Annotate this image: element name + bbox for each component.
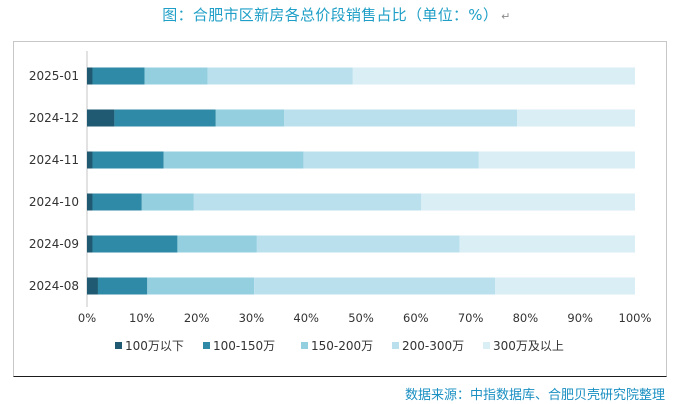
x-tick-label: 50% [348, 311, 374, 325]
bar-segment-3 [163, 151, 304, 169]
bar-segment-5 [352, 67, 635, 85]
x-tick-label: 80% [513, 311, 539, 325]
x-tick-label: 10% [129, 311, 155, 325]
x-tick-label: 60% [403, 311, 429, 325]
x-tick-label: 70% [458, 311, 484, 325]
x-tick-label: 30% [239, 311, 265, 325]
paragraph-mark-icon: ↵ [501, 10, 511, 23]
legend-label: 100万以下 [125, 339, 184, 353]
category-label: 2024-12 [29, 111, 79, 125]
bar-segment-5 [478, 151, 635, 169]
x-tick-label: 40% [293, 311, 319, 325]
category-label: 2024-10 [29, 195, 79, 209]
legend-label: 200-300万 [402, 339, 464, 353]
category-label: 2024-11 [29, 153, 79, 167]
bar-segment-4 [254, 277, 496, 295]
source-note: 数据来源：中指数据库、合肥贝壳研究院整理 [404, 388, 665, 403]
bar-segment-1 [87, 277, 98, 295]
bar-segment-1 [87, 109, 115, 127]
legend-swatch [301, 342, 308, 349]
bar-segment-3 [147, 277, 255, 295]
bar-segment-5 [421, 193, 635, 211]
legend-label: 300万及以上 [493, 339, 564, 353]
bar-segment-4 [284, 109, 518, 127]
bar-segment-1 [87, 235, 93, 253]
bar-segment-3 [144, 67, 208, 85]
bar-segment-2 [92, 151, 164, 169]
bar-segment-1 [87, 151, 93, 169]
legend-label: 100-150万 [213, 339, 275, 353]
bar-segment-4 [256, 235, 460, 253]
category-label: 2025-01 [29, 69, 79, 83]
bar-segment-4 [303, 151, 479, 169]
bar-segment-3 [177, 235, 257, 253]
category-label: 2024-08 [29, 279, 79, 293]
legend-swatch [483, 342, 490, 349]
bar-segment-2 [114, 109, 216, 127]
bar-segment-3 [141, 193, 194, 211]
bar-segment-4 [193, 193, 422, 211]
stacked-bar-chart: 2025-01 2024-12 2024-11 2024-10 2024-09 2024-… [29, 51, 652, 353]
page-title: 图：合肥市区新房各总价段销售占比（单位：%） ↵ [0, 4, 673, 25]
bar-segment-2 [92, 193, 142, 211]
x-tick-label: 20% [184, 311, 210, 325]
bar-segment-5 [517, 109, 635, 127]
legend-swatch [203, 342, 210, 349]
x-tick-label: 90% [567, 311, 593, 325]
legend-label: 150-200万 [311, 339, 373, 353]
legend-swatch [115, 342, 122, 349]
legend-swatch [392, 342, 399, 349]
bar-segment-4 [207, 67, 353, 85]
bar-segment-2 [97, 277, 148, 295]
bar-segment-2 [92, 67, 145, 85]
category-label: 2024-09 [29, 237, 79, 251]
x-tick-label: 100% [619, 311, 652, 325]
bar-segment-1 [87, 193, 93, 211]
x-tick-label: 0% [78, 311, 96, 325]
chart-title-text: 图：合肥市区新房各总价段销售占比（单位：%） [162, 6, 499, 24]
bar-segment-2 [92, 235, 178, 253]
bar-segment-5 [459, 235, 635, 253]
chart-frame: 2025-01 2024-12 2024-11 2024-10 2024-09 2024-… [13, 41, 667, 377]
bar-segment-3 [215, 109, 285, 127]
bar-segment-1 [87, 67, 93, 85]
bar-segment-5 [495, 277, 635, 295]
